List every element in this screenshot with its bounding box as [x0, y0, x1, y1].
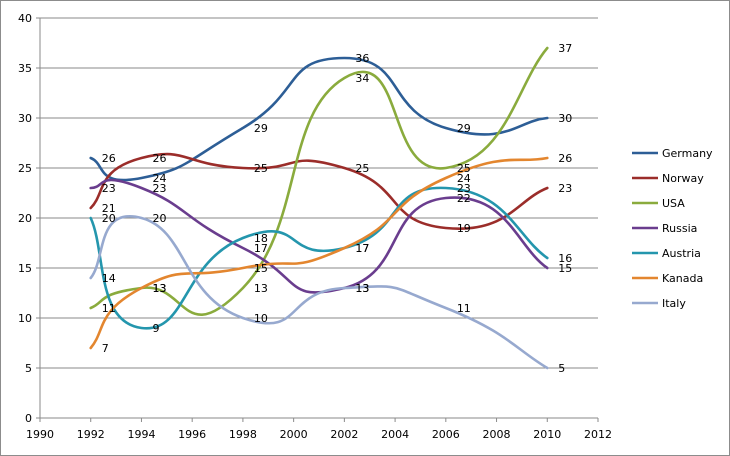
x-tick-label: 2012: [584, 428, 612, 441]
x-tick-label: 1990: [26, 428, 54, 441]
series-line-russia: [89, 178, 549, 294]
x-tick-label: 1994: [127, 428, 155, 441]
data-label-usa: 25: [457, 162, 471, 175]
legend-label-usa: USA: [662, 197, 685, 210]
data-label-germany: 29: [457, 122, 471, 135]
series-line-usa: [89, 46, 549, 316]
data-label-russia: 23: [152, 182, 166, 195]
x-tick-label: 2000: [280, 428, 308, 441]
data-label-germany: 30: [558, 112, 572, 125]
data-label-kanada: 24: [457, 172, 471, 185]
data-label-austria: 16: [558, 252, 572, 265]
legend-label-norway: Norway: [662, 172, 704, 185]
data-label-austria: 20: [102, 212, 116, 225]
data-label-norway: 19: [457, 222, 471, 235]
data-label-italy: 5: [558, 362, 565, 375]
data-label-kanada: 7: [102, 342, 109, 355]
data-label-russia: 23: [102, 182, 116, 195]
series-line-kanada: [89, 156, 549, 350]
data-label-italy: 20: [152, 212, 166, 225]
data-label-austria: 23: [457, 182, 471, 195]
y-tick-label: 35: [18, 62, 32, 75]
data-label-kanada: 13: [152, 282, 166, 295]
data-label-germany: 29: [254, 122, 268, 135]
series-line-norway: [89, 152, 549, 231]
data-label-russia: 17: [254, 242, 268, 255]
y-tick-label: 5: [25, 362, 32, 375]
data-label-russia: 13: [355, 282, 369, 295]
data-label-norway: 26: [152, 152, 166, 165]
data-label-usa: 13: [254, 282, 268, 295]
data-label-austria: 17: [355, 242, 369, 255]
x-tick-label: 1992: [77, 428, 105, 441]
data-label-norway: 25: [355, 162, 369, 175]
data-label-kanada: 17: [355, 242, 369, 255]
y-tick-label: 20: [18, 212, 32, 225]
x-tick-label: 2006: [432, 428, 460, 441]
x-tick-label: 2002: [330, 428, 358, 441]
data-label-usa: 11: [102, 302, 116, 315]
data-label-norway: 23: [558, 182, 572, 195]
y-tick-label: 40: [18, 12, 32, 25]
data-label-usa: 34: [355, 72, 369, 85]
legend-label-italy: Italy: [662, 297, 686, 310]
y-tick-label: 30: [18, 112, 32, 125]
data-label-germany: 24: [152, 172, 166, 185]
data-label-norway: 21: [102, 202, 116, 215]
x-tick-label: 1996: [178, 428, 206, 441]
series-line-germany: [89, 56, 549, 182]
legend-label-germany: Germany: [662, 147, 713, 160]
data-label-austria: 18: [254, 232, 268, 245]
data-label-italy: 13: [355, 282, 369, 295]
y-tick-label: 10: [18, 312, 32, 325]
y-tick-label: 0: [25, 412, 32, 425]
data-label-russia: 22: [457, 192, 471, 205]
y-tick-label: 25: [18, 162, 32, 175]
data-label-kanada: 26: [558, 152, 572, 165]
x-tick-label: 2004: [381, 428, 409, 441]
series-line-austria: [89, 186, 549, 330]
data-label-kanada: 15: [254, 262, 268, 275]
data-label-germany: 26: [102, 152, 116, 165]
data-label-norway: 25: [254, 162, 268, 175]
data-label-italy: 11: [457, 302, 471, 315]
series-line-italy: [89, 215, 549, 370]
legend-label-austria: Austria: [662, 247, 701, 260]
x-tick-label: 2008: [483, 428, 511, 441]
data-label-italy: 14: [102, 272, 116, 285]
x-tick-label: 1998: [229, 428, 257, 441]
x-tick-label: 2010: [533, 428, 561, 441]
data-label-usa: 37: [558, 42, 572, 55]
data-label-russia: 15: [558, 262, 572, 275]
y-tick-label: 15: [18, 262, 32, 275]
legend-label-kanada: Kanada: [662, 272, 703, 285]
data-label-germany: 36: [355, 52, 369, 65]
data-label-austria: 9: [152, 322, 159, 335]
legend-label-russia: Russia: [662, 222, 697, 235]
data-label-usa: 13: [152, 282, 166, 295]
data-label-italy: 10: [254, 312, 268, 325]
